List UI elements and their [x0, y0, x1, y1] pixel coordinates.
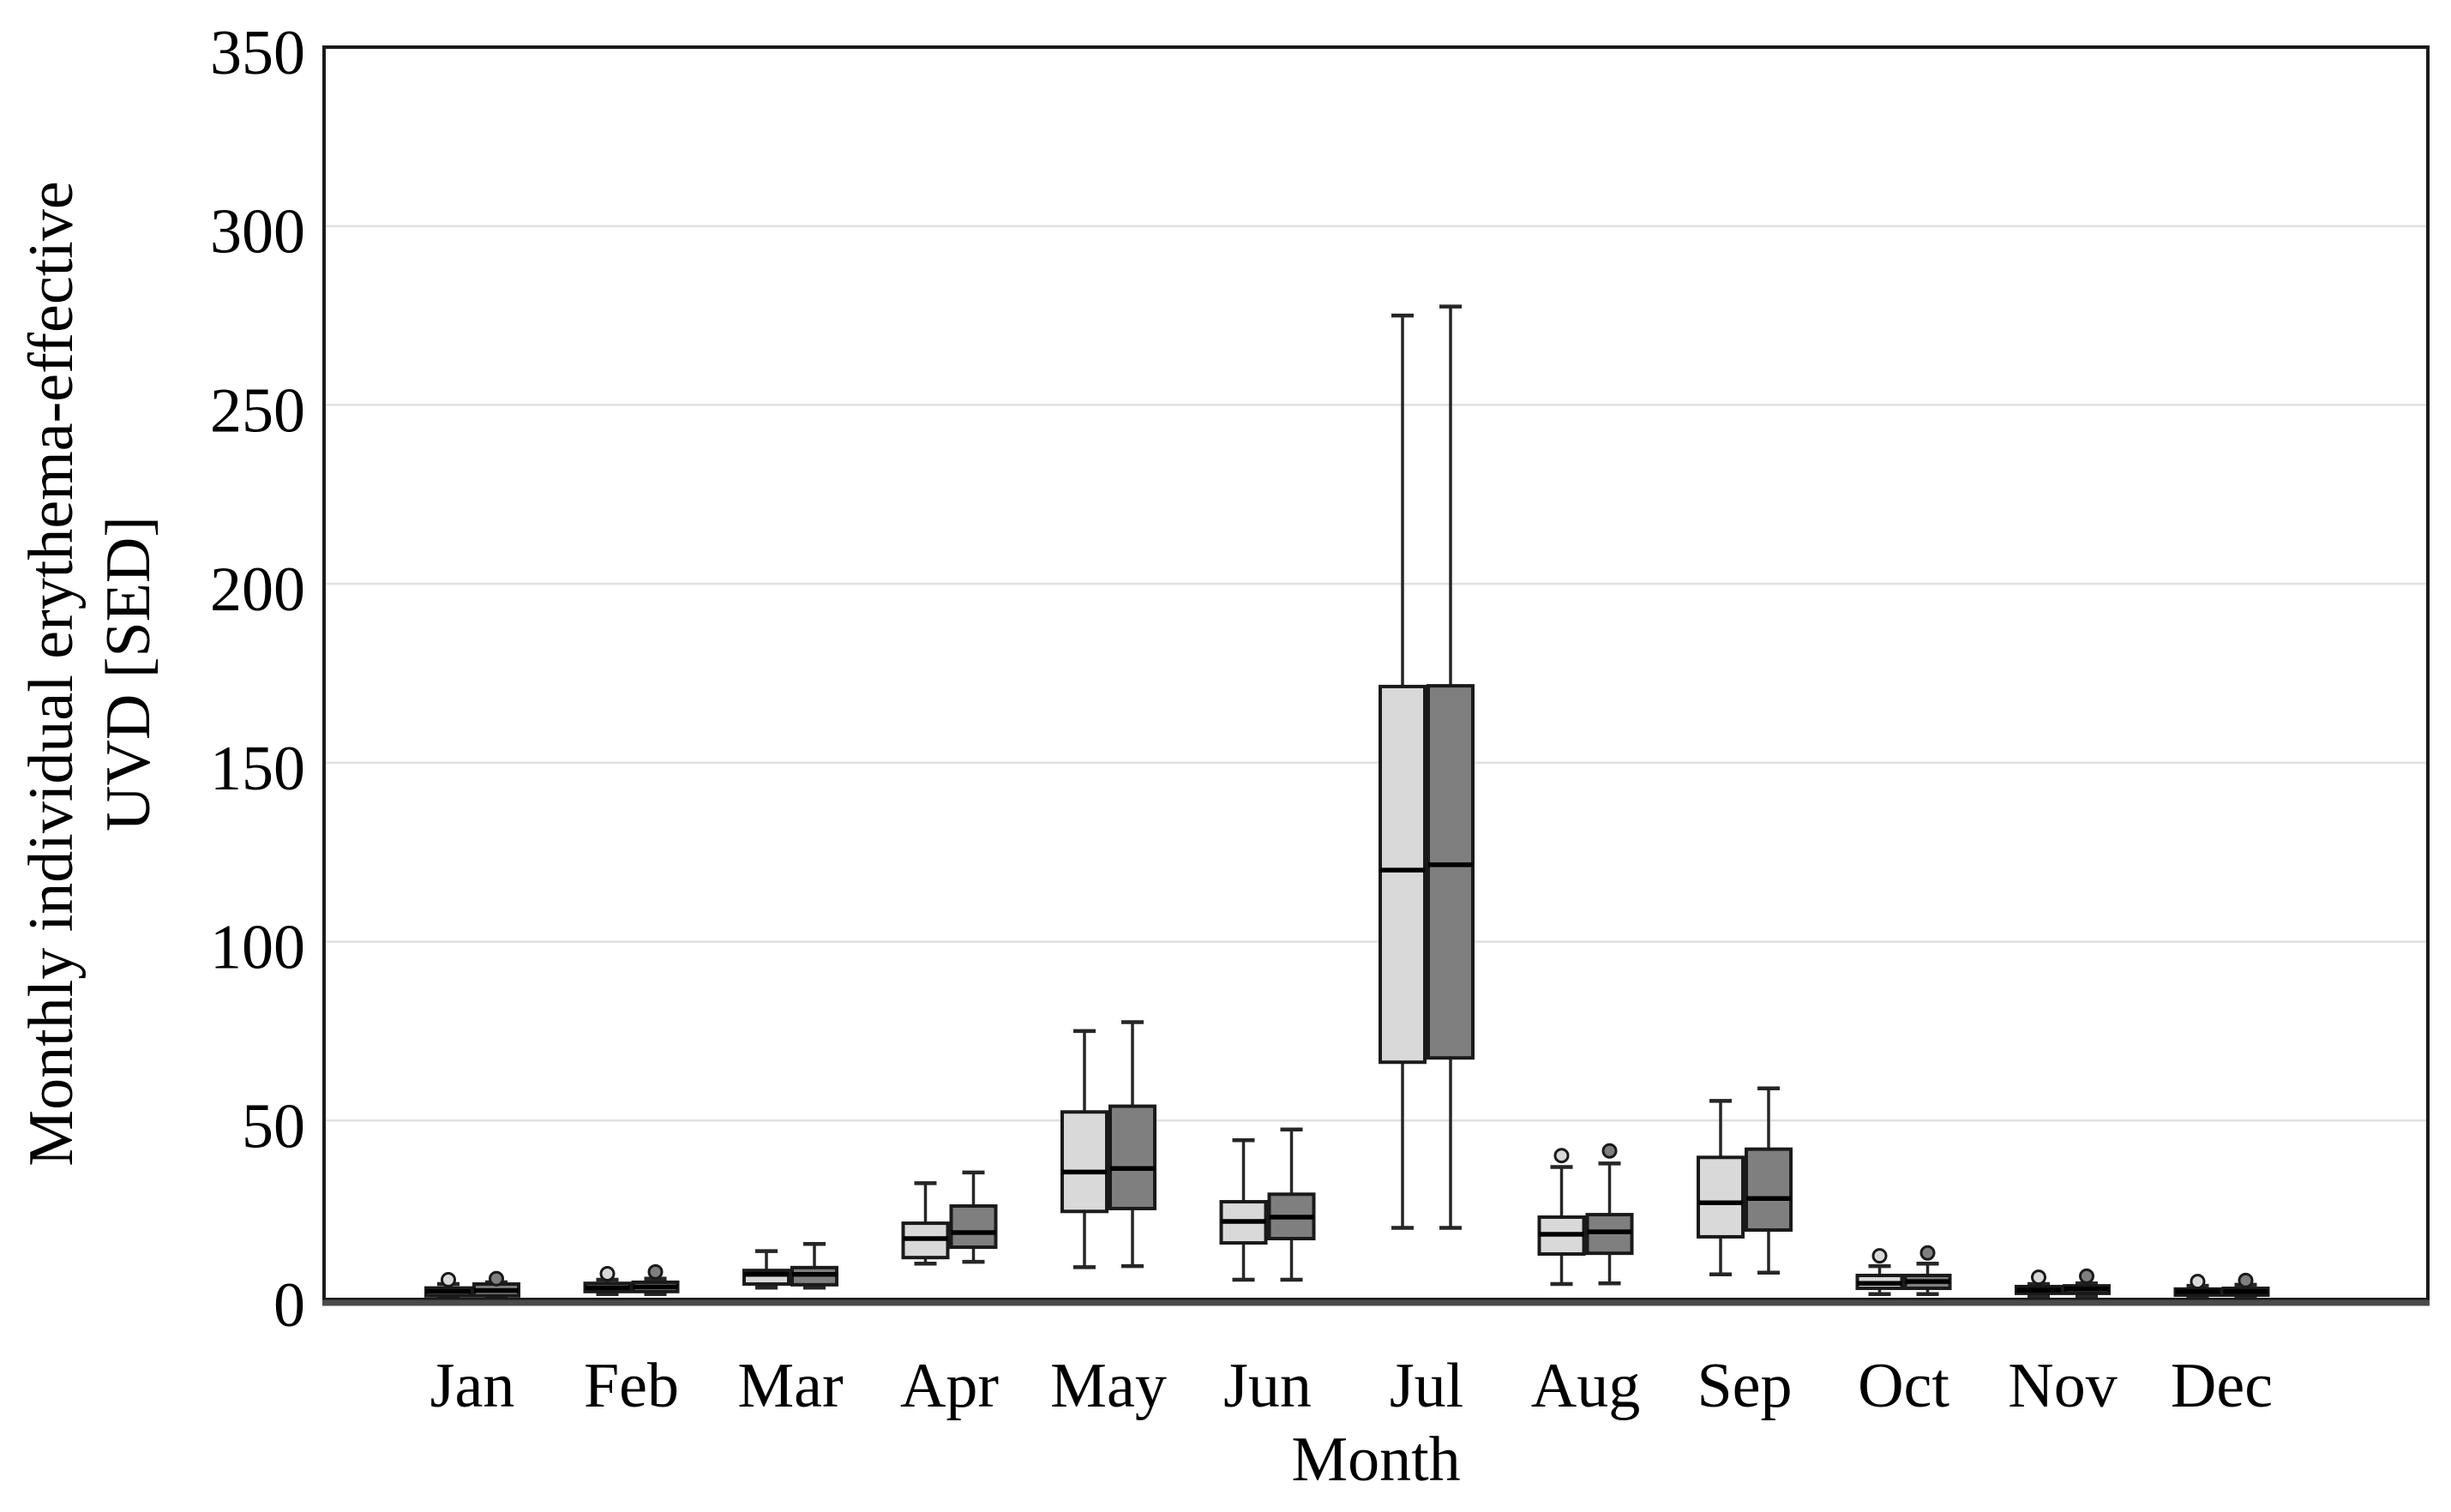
x-tick-label-oct: Oct	[1858, 1351, 1949, 1421]
x-tick-label-may: May	[1050, 1351, 1167, 1421]
x-tick-label-dec: Dec	[2171, 1351, 2273, 1421]
box-sep-dark	[1745, 1147, 1793, 1233]
box-apr-dark	[949, 1204, 998, 1250]
y-axis-title-line1: Monthly individual erythema-effective	[16, 181, 87, 1166]
outlier-dec-dark-0	[2238, 1272, 2254, 1288]
box-jul-light	[1379, 684, 1427, 1065]
outlier-oct-dark-0	[1919, 1245, 1936, 1261]
y-tick-label-300: 300	[210, 197, 305, 267]
y-tick-label-100: 100	[210, 913, 305, 983]
y-tick-label-150: 150	[210, 734, 305, 804]
x-tick-label-jun: Jun	[1223, 1351, 1312, 1421]
outlier-aug-dark-0	[1601, 1143, 1618, 1159]
y-axis-title-line2: UVD [SED]	[93, 516, 164, 831]
outlier-jan-dark-0	[489, 1270, 504, 1287]
x-tick-label-jul: Jul	[1390, 1351, 1463, 1421]
box-jul-dark	[1427, 684, 1475, 1060]
outlier-feb-light-0	[599, 1265, 616, 1281]
outlier-oct-light-0	[1871, 1248, 1888, 1264]
x-tick-label-nov: Nov	[2008, 1351, 2117, 1421]
outlier-feb-dark-0	[647, 1263, 664, 1280]
plot-area: 0 50 100 150 200 250 300 350 Jan Feb Mar Apr May Jun J…	[210, 18, 2430, 1421]
outlier-nov-light-0	[2031, 1269, 2046, 1286]
plot-frame	[322, 45, 2430, 1301]
x-axis-title: Month	[1291, 1425, 1460, 1495]
outlier-jan-light-0	[441, 1272, 456, 1288]
x-tick-label-jan: Jan	[430, 1351, 515, 1421]
x-tick-label-apr: Apr	[900, 1351, 999, 1421]
outlier-aug-light-0	[1553, 1148, 1570, 1164]
x-tick-label-feb: Feb	[584, 1351, 679, 1421]
y-tick-label-0: 0	[273, 1270, 305, 1341]
y-tick-label-50: 50	[242, 1091, 305, 1161]
x-tick-label-sep: Sep	[1697, 1351, 1793, 1421]
outlier-dec-light-0	[2190, 1274, 2206, 1290]
y-tick-label-350: 350	[210, 18, 305, 88]
box-may-light	[1060, 1110, 1108, 1214]
x-tick-label-mar: Mar	[737, 1351, 843, 1421]
y-tick-label-200: 200	[210, 555, 305, 625]
x-tick-label-aug: Aug	[1531, 1351, 1640, 1421]
box-sep-light	[1697, 1155, 1745, 1239]
y-tick-label-250: 250	[210, 375, 305, 446]
box-may-dark	[1108, 1104, 1156, 1210]
outlier-nov-dark-0	[2079, 1268, 2094, 1284]
y-axis-title: Monthly individual erythema-effective UV…	[16, 181, 164, 1166]
